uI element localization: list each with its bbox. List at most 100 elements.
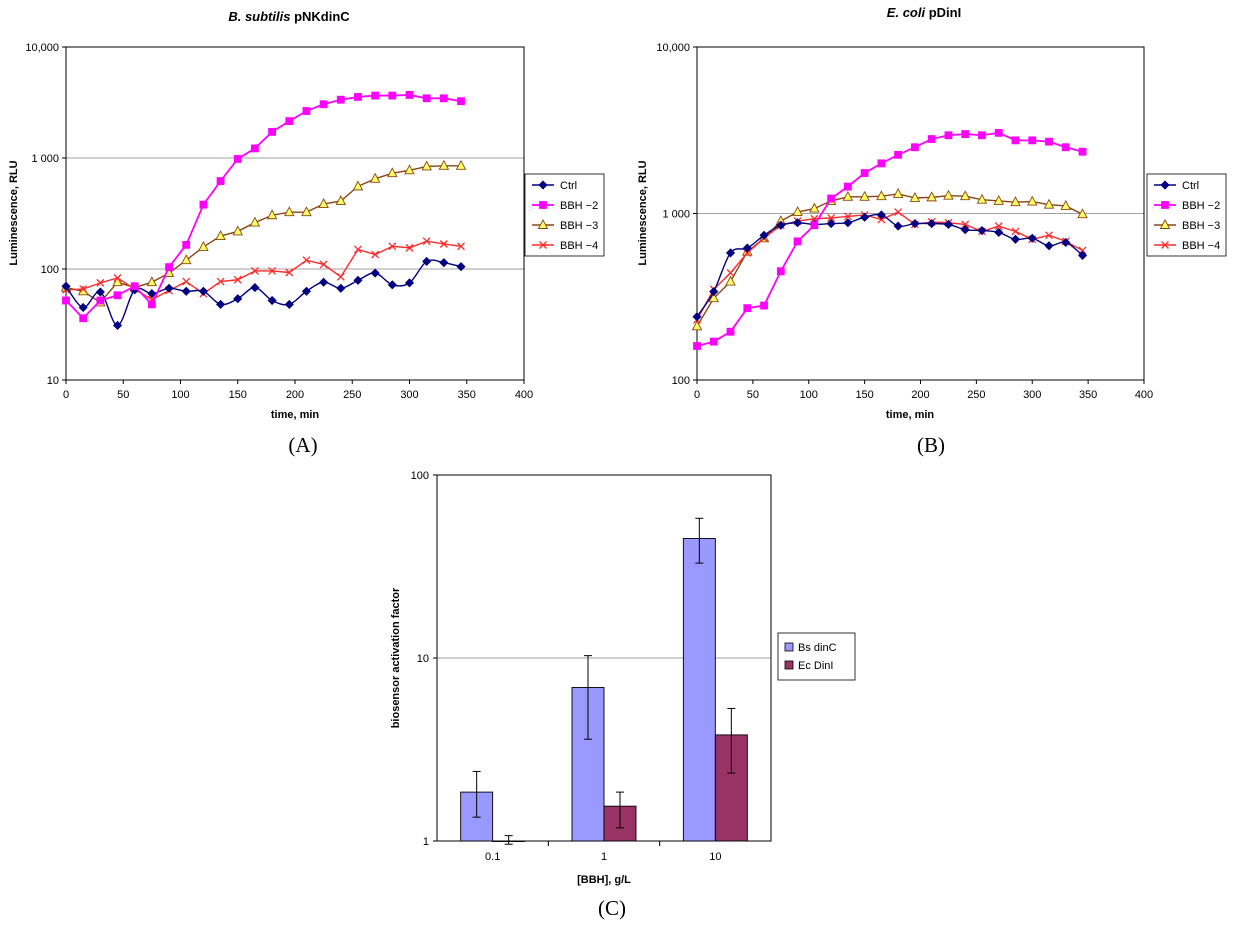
data-point xyxy=(62,296,70,305)
data-point xyxy=(1011,136,1020,145)
chart-b-title: E. coli pDinI xyxy=(887,5,961,20)
data-point xyxy=(388,91,397,100)
data-point xyxy=(96,278,105,287)
series-ctrl xyxy=(692,210,1088,322)
y-tick-label: 10,000 xyxy=(656,42,690,54)
data-point xyxy=(1077,250,1088,260)
data-point xyxy=(776,220,786,230)
data-point xyxy=(268,127,277,136)
data-point xyxy=(1061,237,1071,248)
x-tick-label: 200 xyxy=(286,389,304,401)
data-point xyxy=(994,128,1003,137)
x-tick-label: 400 xyxy=(1135,389,1153,401)
x-tick-label: 50 xyxy=(117,389,129,401)
data-point xyxy=(182,277,191,286)
chart-a-plot-area xyxy=(65,46,525,381)
panel-label-c: (C) xyxy=(598,896,626,920)
data-point xyxy=(943,189,954,200)
data-point xyxy=(725,248,736,258)
chart-c-xlabel: [BBH], g/L xyxy=(577,874,631,886)
legend-marker xyxy=(1160,180,1170,190)
chart-a-xlabel: time, min xyxy=(271,409,320,421)
data-point xyxy=(285,268,294,277)
data-point xyxy=(726,268,735,277)
data-point xyxy=(792,206,803,217)
legend-marker xyxy=(539,241,547,249)
y-tick-label: 1 000 xyxy=(31,153,59,165)
y-tick-label: 100 xyxy=(411,470,429,482)
chart-a: B. subtilis pNKdinC 10 100 1 000 10,000 0 50… xyxy=(8,9,605,457)
x-tick-label: 100 xyxy=(800,389,818,401)
data-point xyxy=(893,221,903,231)
error-bar xyxy=(472,770,481,818)
data-point xyxy=(232,225,243,236)
data-point xyxy=(842,190,854,201)
data-point xyxy=(827,194,835,203)
data-point xyxy=(843,212,852,221)
data-point xyxy=(993,194,1004,205)
data-point xyxy=(318,198,329,208)
data-point xyxy=(1028,136,1037,145)
data-point xyxy=(725,275,736,286)
data-point xyxy=(268,267,277,275)
data-point xyxy=(61,281,71,291)
data-point xyxy=(181,286,191,296)
legend-label: Ec DinI xyxy=(798,660,833,672)
data-point xyxy=(319,277,329,287)
data-point xyxy=(692,312,702,322)
data-point xyxy=(1011,227,1020,236)
chart-b-xlabel: time, min xyxy=(886,409,935,421)
data-point xyxy=(113,291,122,300)
data-point xyxy=(943,219,954,229)
data-point xyxy=(976,193,988,204)
data-point xyxy=(79,285,88,293)
chart-b: E. coli pDinI 100 1 000 10,000 0 50 100 150 20… xyxy=(637,5,1227,457)
data-point xyxy=(877,215,886,224)
data-point xyxy=(859,190,870,201)
x-tick-label: 300 xyxy=(400,389,418,401)
data-point xyxy=(894,150,903,159)
data-point xyxy=(215,230,226,241)
data-point xyxy=(354,93,362,101)
data-point xyxy=(909,191,921,202)
series-bbh-3 xyxy=(691,188,1088,331)
data-point xyxy=(301,286,312,296)
data-point xyxy=(96,296,105,305)
legend-marker xyxy=(538,180,548,190)
data-point xyxy=(422,94,431,103)
x-tick-label: 150 xyxy=(855,389,873,401)
legend-label: Ctrl xyxy=(1182,180,1199,192)
chart-a-ylabel: Luminescence, RLU xyxy=(8,160,20,265)
data-point xyxy=(216,177,225,185)
legend-label: BBH −3 xyxy=(1182,220,1220,232)
data-point xyxy=(198,286,208,296)
y-tick-label: 1 xyxy=(423,836,429,848)
data-point xyxy=(709,286,719,297)
data-point xyxy=(926,191,937,202)
panel-label-b: (B) xyxy=(917,433,945,457)
legend-label: BBH −2 xyxy=(560,200,598,212)
data-point xyxy=(1010,196,1021,207)
data-point xyxy=(456,262,466,272)
data-point xyxy=(1078,147,1087,156)
data-point xyxy=(961,220,970,229)
legend-marker xyxy=(537,219,549,229)
legend-swatch xyxy=(784,660,794,670)
error-bar xyxy=(695,517,704,564)
data-point xyxy=(977,225,987,236)
data-point xyxy=(405,243,414,252)
data-point xyxy=(1043,198,1055,209)
data-point xyxy=(843,182,852,191)
data-point xyxy=(147,300,156,309)
data-point xyxy=(370,268,380,278)
data-point xyxy=(112,276,123,287)
data-point xyxy=(164,283,174,293)
data-point xyxy=(843,218,853,228)
y-tick-label: 10,000 xyxy=(25,42,59,54)
series-line xyxy=(696,211,1083,321)
data-point xyxy=(302,107,311,115)
x-tick-label: 0.1 xyxy=(485,851,500,863)
data-point xyxy=(457,97,465,106)
data-point xyxy=(960,225,970,235)
